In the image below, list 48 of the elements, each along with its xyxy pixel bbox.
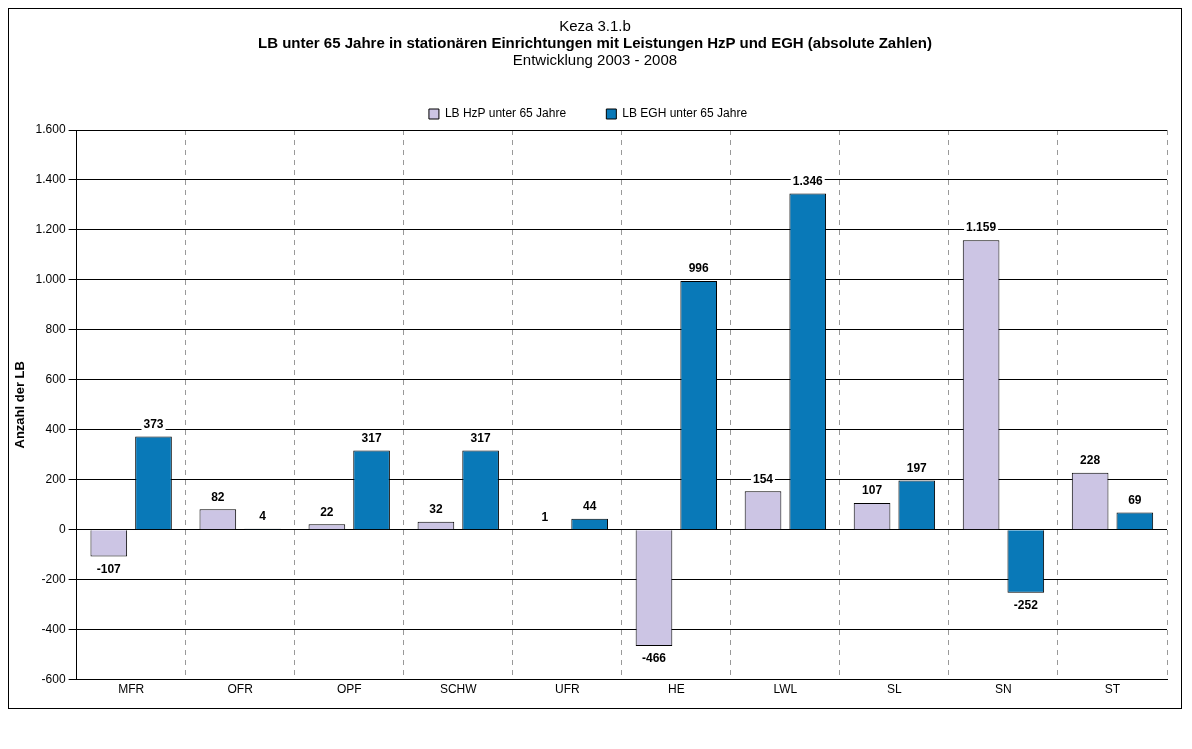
data-label: -466	[641, 651, 667, 666]
chart-title: LB unter 65 Jahre in stationären Einrichtungen mit Leistungen HzP und EGH (absolute Zahlen)	[257, 34, 933, 51]
y-tick-label: -200	[41, 571, 66, 586]
data-label: 228	[1080, 453, 1101, 468]
x-tick-label: OPF	[336, 682, 362, 697]
x-tick-label: UFR	[554, 682, 580, 697]
data-label: 197	[906, 460, 928, 475]
x-tick-label: SN	[995, 682, 1012, 697]
legend-label: LB HzP unter 65 Jahre	[444, 106, 567, 121]
data-label: 996	[688, 261, 710, 276]
data-label: 317	[361, 430, 382, 445]
data-label: 44	[582, 499, 597, 514]
chart-subtitle: Entwicklung 2003 - 2008	[511, 51, 679, 68]
data-label: 154	[753, 471, 774, 486]
y-tick-label: 1.200	[35, 222, 66, 237]
y-tick-label: -400	[41, 621, 66, 636]
legend-label: LB EGH unter 65 Jahre	[622, 106, 748, 121]
data-label: 1.346	[792, 173, 824, 188]
y-tick-label: 0	[58, 522, 66, 537]
data-label: -252	[1013, 597, 1039, 612]
text: Keza 3.1.b	[558, 17, 632, 34]
x-tick-label: HE	[668, 682, 685, 697]
x-tick-label: OFR	[227, 682, 254, 697]
data-label: 1.159	[966, 220, 997, 235]
y-tick-label: -600	[41, 671, 66, 686]
y-tick-label: 1.400	[35, 172, 66, 187]
y-tick-label: 400	[45, 422, 66, 437]
x-tick-label: ST	[1104, 682, 1121, 697]
x-tick-label: SCHW	[439, 682, 478, 697]
x-tick-label: SL	[887, 682, 903, 697]
data-label: 373	[143, 416, 164, 431]
data-label: 317	[470, 430, 491, 445]
x-tick-label: LWL	[773, 682, 798, 697]
y-tick-label: 200	[45, 472, 66, 487]
y-axis-title: Anzahl der LB	[12, 361, 28, 449]
y-tick-label: 1.600	[35, 122, 66, 137]
x-tick-label: MFR	[118, 682, 145, 697]
y-tick-label: 600	[45, 372, 66, 387]
data-label: 32	[429, 502, 443, 517]
data-label: 107	[862, 483, 883, 498]
data-label: 82	[211, 489, 225, 504]
data-label: 69	[1128, 492, 1142, 507]
y-tick-label: 800	[45, 322, 66, 337]
y-tick-label: 1.000	[35, 272, 66, 287]
data-label: -107	[96, 561, 122, 576]
data-label: 1	[541, 509, 549, 524]
data-label: 4	[259, 509, 267, 524]
data-label: 22	[320, 504, 334, 519]
